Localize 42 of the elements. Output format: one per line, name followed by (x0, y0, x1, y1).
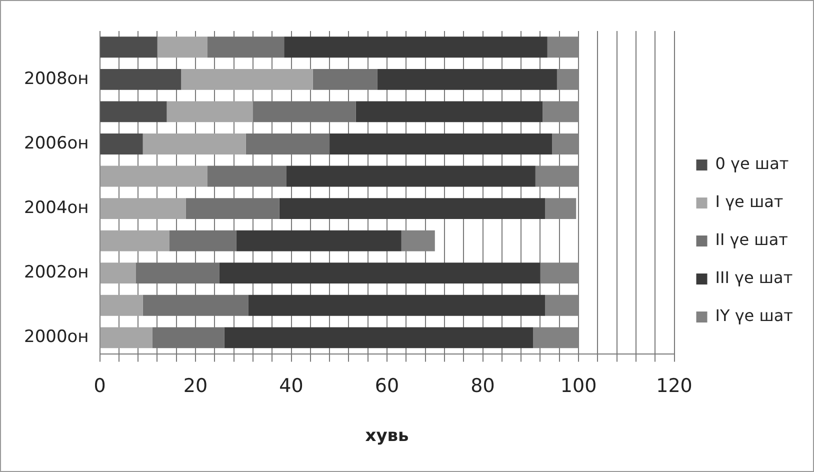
x-tick-label: 80 (470, 375, 495, 398)
legend-label: 0 үе шат (715, 154, 789, 174)
bar (100, 134, 143, 154)
bar (100, 262, 136, 284)
bar (236, 230, 402, 252)
bar (219, 262, 540, 284)
bar (100, 68, 182, 90)
bar (100, 101, 167, 122)
bar (224, 327, 534, 348)
legend-label: III үе шат (715, 268, 793, 288)
x-tick-label: 40 (279, 375, 304, 398)
bar (181, 68, 313, 90)
bar (142, 134, 246, 154)
x-tick-label: 100 (560, 375, 597, 398)
y-tick-label: 2008он (24, 68, 89, 89)
bar (100, 36, 158, 58)
bar (286, 166, 536, 187)
bar (100, 294, 143, 316)
bar (100, 230, 170, 252)
y-tick-label: 2006он (24, 133, 89, 154)
y-tick-label: 2002он (24, 262, 89, 283)
x-tick-label: 20 (183, 375, 208, 398)
legend-label: I үе шат (715, 192, 784, 212)
bar (284, 36, 548, 58)
legend-label: II үе шат (715, 230, 788, 250)
x-tick-label: 0 (94, 375, 106, 398)
bar (100, 198, 186, 219)
x-tick-label: 120 (656, 375, 692, 398)
y-tick-label: 2000он (24, 327, 89, 348)
bar (279, 198, 545, 219)
x-axis-title: хувь (365, 426, 409, 446)
bar (100, 327, 152, 348)
legend-label: IY үе шат (715, 306, 794, 326)
bar (166, 101, 253, 122)
bar (100, 166, 208, 187)
bar (330, 134, 552, 154)
y-tick-label: 2004он (24, 198, 89, 218)
bar (248, 294, 545, 316)
bar (157, 36, 208, 58)
x-tick-label: 60 (374, 375, 400, 398)
bar (377, 68, 557, 90)
bar (356, 101, 543, 122)
